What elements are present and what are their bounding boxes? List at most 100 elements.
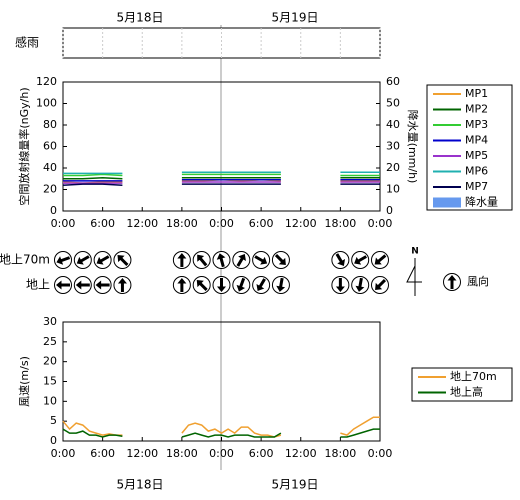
wind-arrow bbox=[56, 256, 71, 265]
y-tick-label: 120 bbox=[36, 75, 57, 88]
series-line bbox=[63, 171, 380, 175]
y-tick-label: 40 bbox=[43, 161, 57, 174]
legend-box bbox=[411, 367, 513, 402]
legend-label: MP7 bbox=[465, 180, 488, 193]
legend-label: MP1 bbox=[465, 87, 488, 100]
row-label: 地上 bbox=[26, 278, 50, 292]
legend-label: MP3 bbox=[465, 118, 488, 131]
y-tick-label: 80 bbox=[43, 118, 57, 131]
y-axis-label: 風速(m/s) bbox=[18, 356, 31, 407]
wind-arrow bbox=[196, 280, 208, 292]
date-label: 5月19日 bbox=[272, 11, 319, 25]
x-tick-label: 18:00 bbox=[166, 217, 198, 230]
legend-label: 地上70m bbox=[450, 370, 497, 383]
series-line bbox=[63, 173, 380, 177]
y-tick-label: 5 bbox=[50, 414, 57, 427]
x-tick-label: 12:00 bbox=[126, 447, 158, 460]
wind-arrow bbox=[276, 277, 286, 292]
y2-tick-label: 60 bbox=[386, 75, 400, 88]
legend-arrow bbox=[447, 275, 457, 289]
x-tick-label: 18:00 bbox=[325, 447, 357, 460]
compass-label: N bbox=[411, 247, 419, 257]
series-line bbox=[63, 176, 380, 180]
date-label: 5月18日 bbox=[117, 11, 164, 25]
y-tick-label: 20 bbox=[43, 183, 57, 196]
y2-axis-label: 降水量(mm/h) bbox=[406, 110, 420, 184]
wind-arrow bbox=[216, 253, 226, 268]
legend-swatch bbox=[433, 197, 461, 208]
series-line bbox=[62, 183, 380, 186]
x-tick-label: 12:00 bbox=[126, 217, 158, 230]
y-tick-label: 0 bbox=[50, 204, 57, 217]
wind-arrow bbox=[217, 278, 226, 292]
x-tick-label: 0:00 bbox=[51, 447, 76, 460]
wind-arrow bbox=[117, 278, 127, 292]
x-tick-label: 0:00 bbox=[209, 217, 234, 230]
x-tick-label: 18:00 bbox=[325, 217, 357, 230]
y-tick-label: 10 bbox=[43, 394, 57, 407]
legend-label: 地上高 bbox=[450, 385, 483, 399]
wind-arrow bbox=[117, 255, 129, 267]
y2-tick-label: 40 bbox=[386, 118, 400, 131]
wind-arrow bbox=[76, 255, 90, 265]
wind-arrow bbox=[95, 280, 110, 290]
x-tick-label: 6:00 bbox=[90, 447, 115, 460]
y2-tick-label: 10 bbox=[386, 183, 400, 196]
x-tick-label: 0:00 bbox=[368, 217, 393, 230]
x-tick-label: 12:00 bbox=[285, 217, 317, 230]
compass-mark bbox=[406, 265, 422, 283]
wind-arrow bbox=[335, 278, 345, 292]
y-axis-label: 空間放射線量率(nGy/h) bbox=[17, 87, 31, 205]
x-tick-label: 6:00 bbox=[249, 217, 274, 230]
wind-arrow bbox=[56, 280, 70, 290]
wind-arrow bbox=[177, 278, 187, 292]
series-line bbox=[63, 181, 380, 184]
legend-box bbox=[426, 84, 513, 211]
y2-tick-label: 20 bbox=[386, 161, 400, 174]
y2-tick-label: 0 bbox=[386, 204, 393, 217]
x-tick-label: 6:00 bbox=[249, 447, 274, 460]
series-line bbox=[63, 179, 380, 182]
x-tick-label: 6:00 bbox=[90, 217, 115, 230]
y-tick-label: 60 bbox=[43, 140, 57, 153]
legend-label: 降水量 bbox=[465, 195, 498, 209]
wind-arrow bbox=[254, 255, 268, 265]
wind-arrow bbox=[96, 255, 110, 265]
x-tick-label: 18:00 bbox=[166, 447, 198, 460]
wind-arrow bbox=[75, 280, 90, 290]
y2-tick-label: 50 bbox=[386, 97, 400, 110]
legend-label: MP5 bbox=[465, 149, 488, 162]
wind-arrow bbox=[355, 277, 365, 292]
legend-label: MP4 bbox=[465, 134, 488, 147]
date-label: 5月18日 bbox=[117, 478, 164, 492]
x-tick-label: 12:00 bbox=[285, 447, 317, 460]
wind-arrow bbox=[236, 277, 246, 292]
legend-label: MP2 bbox=[465, 103, 488, 116]
legend-label: MP6 bbox=[465, 165, 488, 178]
row-label: 地上70m bbox=[0, 253, 50, 267]
compass: N bbox=[406, 247, 422, 296]
y-tick-label: 15 bbox=[43, 375, 57, 388]
wind-arrow bbox=[354, 255, 367, 265]
y-tick-label: 30 bbox=[43, 315, 57, 328]
x-tick-label: 0:00 bbox=[209, 447, 234, 460]
wind-arrow bbox=[236, 253, 246, 267]
date-label: 5月19日 bbox=[272, 478, 319, 492]
wind-arrow bbox=[375, 278, 387, 290]
wind-arrow bbox=[374, 254, 387, 265]
y-tick-label: 20 bbox=[43, 355, 57, 368]
legend-label: 風向 bbox=[467, 274, 489, 288]
wind-arrow bbox=[197, 254, 208, 267]
y-tick-label: 100 bbox=[36, 97, 57, 110]
y-tick-label: 0 bbox=[50, 434, 57, 447]
band-label: 感雨 bbox=[15, 35, 39, 50]
wind-arrow bbox=[274, 253, 286, 265]
series-line bbox=[62, 428, 380, 438]
wind-arrow bbox=[335, 253, 346, 267]
y2-tick-label: 30 bbox=[386, 140, 400, 153]
x-tick-label: 0:00 bbox=[51, 217, 76, 230]
wind-arrow bbox=[177, 253, 187, 267]
x-tick-label: 0:00 bbox=[368, 447, 393, 460]
wind-arrow bbox=[256, 278, 266, 292]
